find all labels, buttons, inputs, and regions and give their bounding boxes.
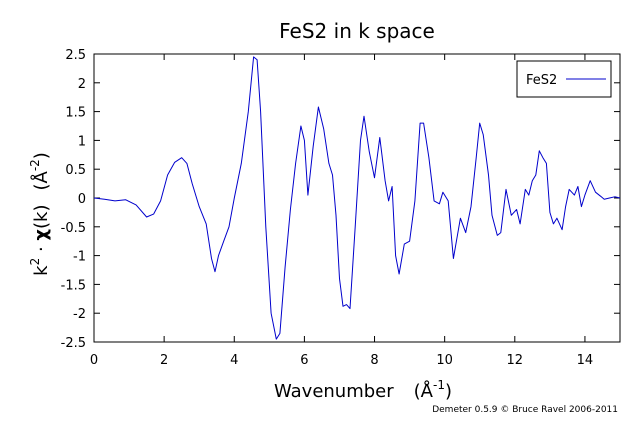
y-tick-label: 0 — [78, 192, 86, 207]
y-axis-label-arg: (k) — [31, 205, 52, 229]
y-axis-label: k2 · χ(k) (Å-2) — [28, 152, 52, 276]
y-axis-label-sup: 2 — [28, 258, 42, 266]
y-tick-label: -1 — [73, 250, 86, 265]
y-axis-label-k: k — [31, 265, 52, 276]
y-tick-label: 0.5 — [65, 163, 86, 178]
credit-text: Demeter 0.5.9 © Bruce Ravel 2006-2011 — [432, 405, 618, 415]
x-tick-label: 0 — [90, 353, 98, 368]
x-tick-label: 2 — [160, 353, 168, 368]
x-tick-label: 8 — [370, 353, 378, 368]
x-tick-label: 10 — [436, 353, 453, 368]
x-tick-label: 12 — [507, 353, 524, 368]
y-tick-label: -0.5 — [61, 221, 86, 236]
x-tick-label: 6 — [300, 353, 308, 368]
x-axis-label: Wavenumber (Å-1) — [274, 378, 452, 402]
y-tick-label: -1.5 — [61, 278, 86, 293]
x-axis-label-unit: (Å — [414, 380, 434, 402]
series-lines — [93, 56, 621, 340]
x-tick-label: 4 — [230, 353, 238, 368]
y-tick-label: 2.5 — [65, 48, 86, 63]
y-axis-label-unit-close: ) — [31, 152, 52, 159]
y-tick-label: -2 — [73, 307, 86, 322]
y-axis-label-unit: (Å — [30, 170, 52, 190]
y-tick-label: 1 — [78, 134, 86, 149]
legend-label: FeS2 — [526, 73, 557, 88]
y-axis-label-chi: χ — [31, 229, 52, 241]
y-tick-label: 1.5 — [65, 106, 86, 121]
y-axis-label-mid: · — [31, 241, 52, 258]
x-axis-label-sup: -1 — [433, 378, 445, 392]
legend: FeS2 — [516, 60, 612, 98]
y-tick-label: -2.5 — [61, 336, 86, 351]
x-tick-label: 14 — [577, 353, 594, 368]
y-tick-label: 2 — [78, 77, 86, 92]
x-axis-label-close: ) — [445, 381, 452, 402]
chart-title: FeS2 in k space — [279, 19, 435, 43]
x-axis-label-main: Wavenumber — [274, 381, 394, 402]
series-line-FeS2 — [93, 56, 621, 340]
y-axis-label-unit-sup: -2 — [28, 159, 42, 171]
axis-ticks: 0 2 4 6 8 10 12 14 -2.5 -2 -1.5 -1 -0.5 0 0.5 1 1.5 2 2.5 — [61, 48, 620, 368]
